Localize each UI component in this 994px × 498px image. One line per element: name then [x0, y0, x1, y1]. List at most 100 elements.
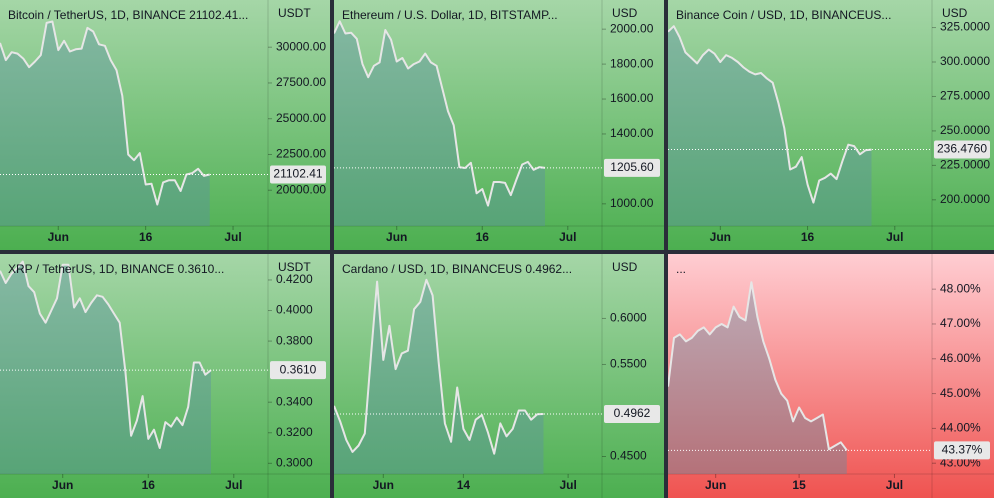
currency-label: USD	[612, 6, 638, 20]
panel-content: 30000.00 27500.00 25000.00 22500.00 20000.00…	[0, 0, 330, 250]
panel-background	[334, 0, 664, 250]
price-line	[668, 281, 848, 451]
area	[334, 21, 545, 226]
currency-label: USD	[942, 6, 968, 20]
y-tick-label: 0.3200	[276, 425, 313, 439]
currency-label: USD	[612, 260, 638, 274]
x-tick-label: Jul	[224, 230, 241, 244]
chart-panel: 48.00%47.00%46.00%45.00%44.00%43.00%Jun 1…	[668, 254, 994, 498]
panel-content: 0.6000 0.5500 0.4500 Jun 14 Jul 0.4962 Cardano …	[334, 254, 664, 498]
x-tick-label: Jul	[225, 478, 242, 492]
chart-title: Bitcoin / TetherUS, 1D, BINANCE 21102.41…	[8, 8, 248, 22]
x-tick-label: 16	[476, 230, 490, 244]
last-price-box	[934, 140, 990, 159]
last-price-label: 1205.60	[610, 160, 654, 174]
y-tick-label: 225.0000	[940, 158, 990, 172]
last-price-label: 236.4760	[937, 142, 987, 156]
price-line	[668, 25, 872, 204]
y-tick-label: 1400.00	[610, 126, 654, 140]
x-tick-label: 16	[139, 230, 153, 244]
price-line	[334, 278, 544, 455]
x-tick-label: Jun	[386, 230, 407, 244]
y-tick-label: 2000.00	[610, 21, 654, 35]
last-price-box	[270, 361, 326, 380]
x-tick-label: 16	[801, 230, 815, 244]
x-tick-label: Jun	[373, 478, 394, 492]
panel-background	[0, 0, 330, 250]
area	[668, 26, 872, 227]
chart-title: Binance Coin / USD, 1D, BINANCEUS...	[676, 8, 891, 22]
chart-title: Cardano / USD, 1D, BINANCEUS 0.4962...	[342, 262, 572, 276]
x-tick-label: Jul	[886, 230, 903, 244]
x-tick-label: Jun	[710, 230, 731, 244]
y-tick-label: 1600.00	[610, 91, 654, 105]
y-tick-label: 0.4000	[276, 303, 313, 317]
y-tick-label: 0.3400	[276, 394, 313, 408]
area	[334, 279, 544, 474]
area	[0, 21, 210, 226]
last-price-box	[604, 404, 660, 423]
x-tick-label: Jul	[559, 478, 576, 492]
chart-title: Ethereum / U.S. Dollar, 1D, BITSTAMP...	[342, 8, 558, 22]
x-tick-label: 15	[792, 478, 806, 492]
chart-title: ...	[676, 262, 686, 276]
y-tick-label: 1000.00	[610, 196, 654, 210]
y-tick-label: 27500.00	[276, 75, 326, 89]
panel-content: 48.00%47.00%46.00%45.00%44.00%43.00%Jun 1…	[668, 254, 994, 498]
y-tick-label: 47.00%	[940, 316, 981, 330]
y-tick-label: 0.4200	[276, 272, 313, 286]
last-price-box	[934, 441, 990, 460]
y-tick-label: 250.0000	[940, 123, 990, 137]
chart-title: XRP / TetherUS, 1D, BINANCE 0.3610...	[8, 262, 224, 276]
y-tick-label: 22500.00	[276, 147, 326, 161]
panel-content: 325.0000 300.0000 275.0000 250.0000 225.0000…	[668, 0, 994, 250]
y-tick-label: 0.6000	[610, 311, 647, 325]
chart-panel: 30000.00 27500.00 25000.00 22500.00 20000.00…	[0, 0, 330, 250]
y-tick-label: 200.0000	[940, 192, 990, 206]
last-price-label: 21102.41	[273, 167, 322, 181]
y-tick-label: 45.00%	[940, 386, 981, 400]
y-tick-label: 1800.00	[610, 56, 654, 70]
y-tick-label: 325.0000	[940, 20, 990, 34]
last-price-label: 43.37%	[942, 443, 983, 457]
y-tick-label: 0.3800	[276, 333, 313, 347]
y-tick-label: 48.00%	[940, 281, 981, 295]
chart-panel: 0.6000 0.5500 0.4500 Jun 14 Jul 0.4962 Cardano …	[334, 254, 664, 498]
x-tick-label: Jul	[559, 230, 576, 244]
last-price-label: 0.3610	[280, 362, 317, 376]
last-price-box	[270, 165, 326, 184]
y-tick-label: 0.4500	[610, 449, 647, 463]
x-tick-label: 16	[142, 478, 156, 492]
panel-background	[334, 254, 664, 498]
y-tick-label: 25000.00	[276, 111, 326, 125]
price-line	[0, 260, 212, 449]
chart-panel: 0.4200 0.4000 0.3800 0.3400 0.3200 0.3000 Jun 1…	[0, 254, 330, 498]
x-tick-label: Jun	[48, 230, 69, 244]
x-tick-label: Jun	[705, 478, 726, 492]
price-line	[334, 20, 546, 207]
area	[668, 282, 847, 474]
panel-background	[668, 0, 994, 250]
currency-label: USDT	[278, 260, 311, 274]
x-tick-label: 14	[457, 478, 471, 492]
y-tick-label: 0.5500	[610, 357, 647, 371]
panel-content: 2000.00 1800.00 1600.00 1400.00 1000.00 Jun 16…	[334, 0, 664, 250]
y-tick-label: 46.00%	[940, 351, 981, 365]
chart-panel: 2000.00 1800.00 1600.00 1400.00 1000.00 Jun 16…	[334, 0, 664, 250]
price-line	[0, 20, 210, 206]
panel-content: 0.4200 0.4000 0.3800 0.3400 0.3200 0.3000 Jun 1…	[0, 254, 330, 498]
x-tick-label: Jun	[52, 478, 73, 492]
x-tick-label: Jul	[886, 478, 903, 492]
y-tick-label: 30000.00	[276, 39, 326, 53]
y-tick-label: 275.0000	[940, 89, 990, 103]
y-tick-label: 44.00%	[940, 421, 981, 435]
currency-label: USDT	[278, 6, 311, 20]
y-tick-label: 0.3000	[276, 455, 313, 469]
y-tick-label: 20000.00	[276, 182, 326, 196]
last-price-label: 0.4962	[614, 406, 651, 420]
chart-panel: 325.0000 300.0000 275.0000 250.0000 225.0000…	[668, 0, 994, 250]
last-price-box	[604, 158, 660, 177]
area	[0, 261, 211, 474]
